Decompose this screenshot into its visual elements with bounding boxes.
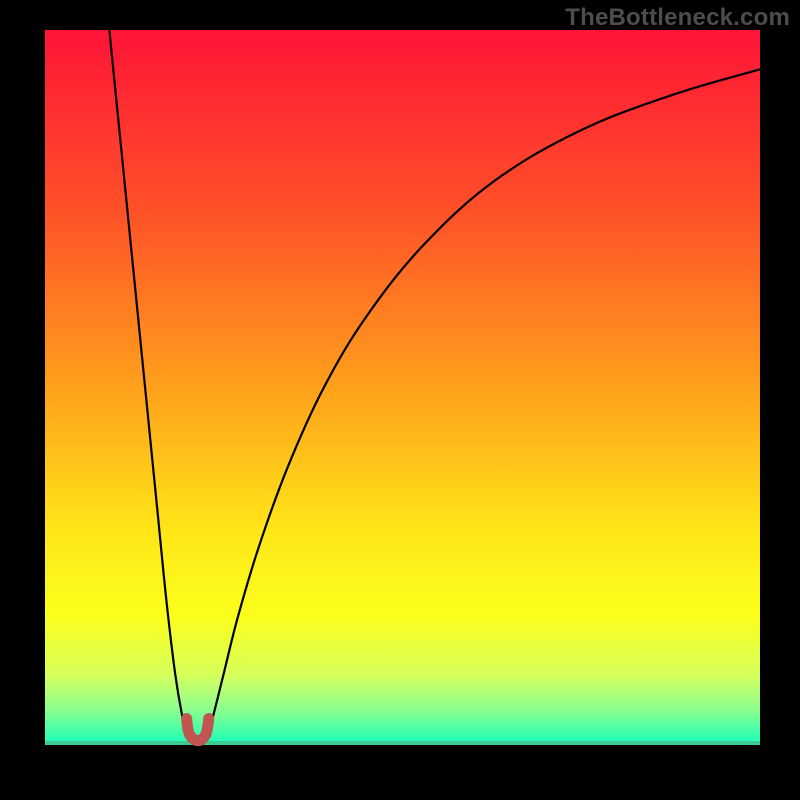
gradient-background bbox=[45, 30, 760, 745]
bottom-band bbox=[45, 741, 760, 745]
bottleneck-curve-chart bbox=[0, 0, 800, 800]
chart-container: TheBottleneck.com bbox=[0, 0, 800, 800]
watermark-text: TheBottleneck.com bbox=[565, 4, 790, 32]
